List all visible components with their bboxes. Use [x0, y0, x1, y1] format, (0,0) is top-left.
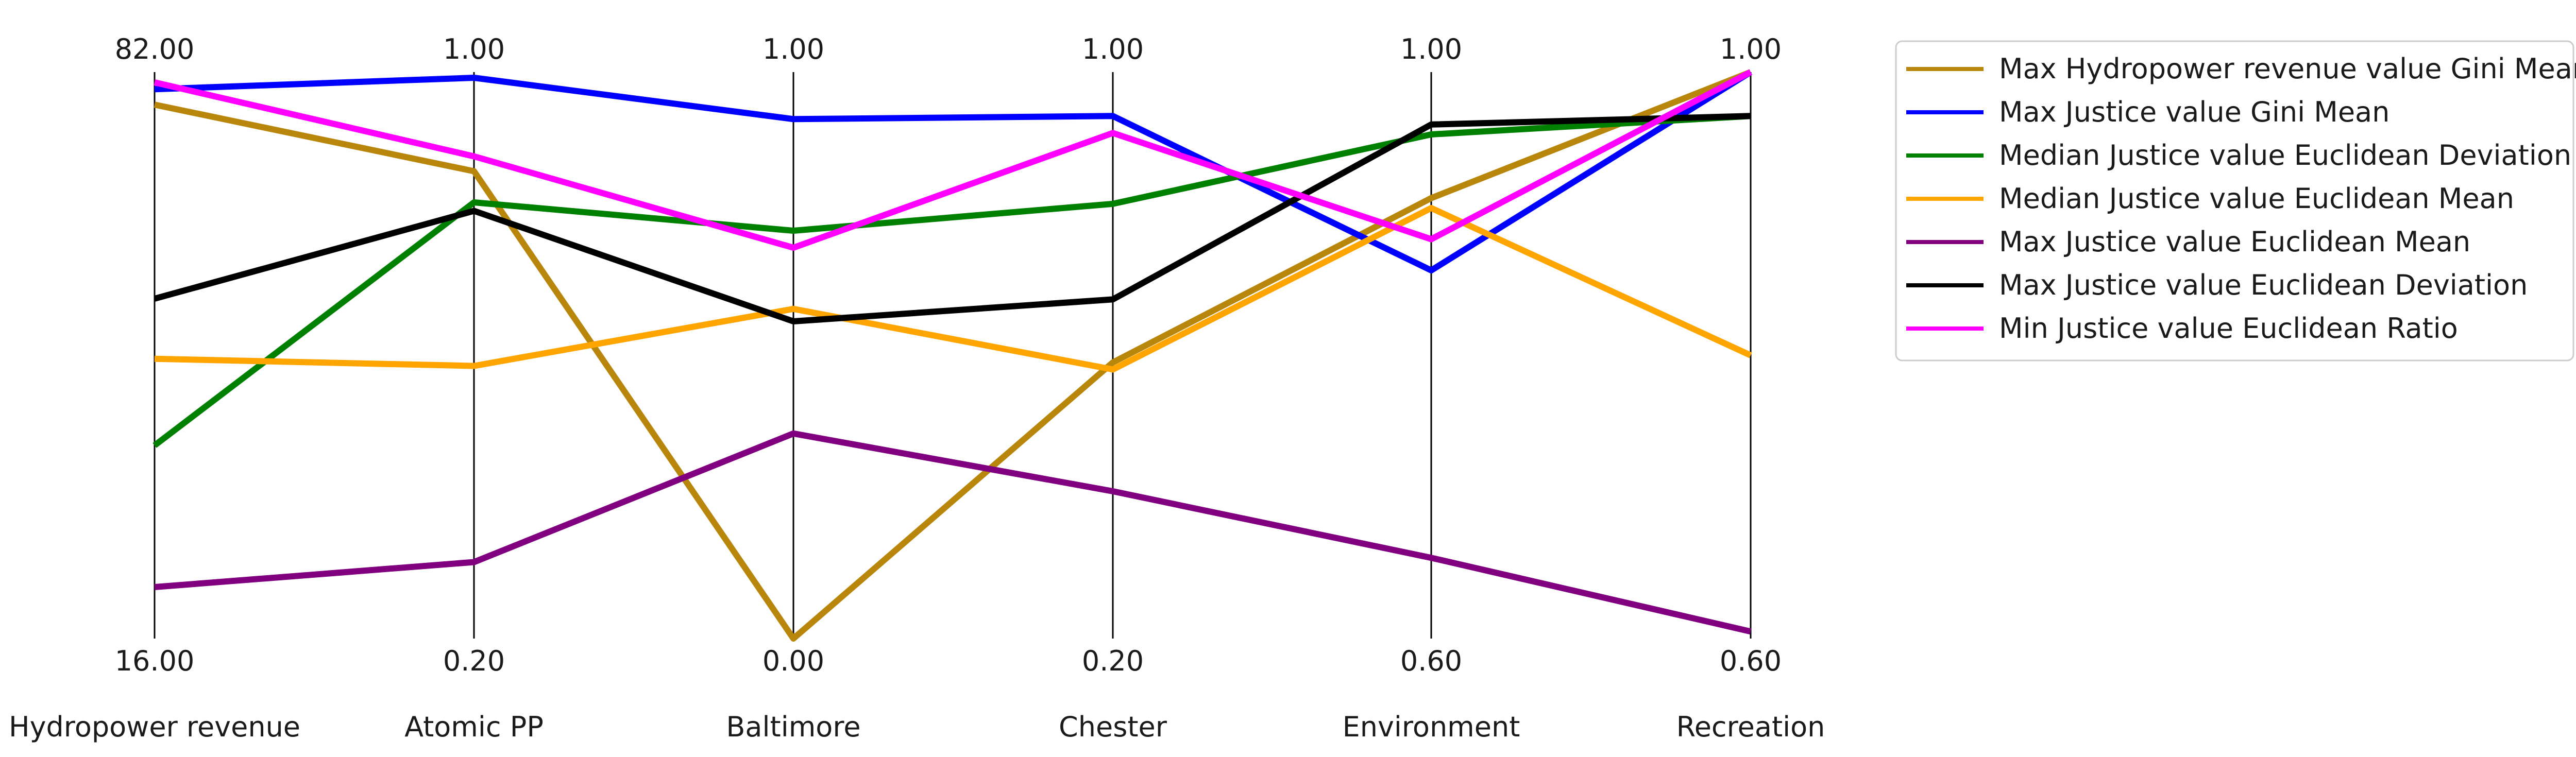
series-line-6	[154, 113, 1751, 324]
axis-bottom-label-atomic-pp: 0.20	[443, 645, 505, 677]
axis-top-label-baltimore: 1.00	[762, 33, 824, 65]
axis-top-label-environment: 1.00	[1400, 33, 1462, 65]
series-line-5	[154, 430, 1752, 635]
axis-name-recreation: Recreation	[1676, 711, 1825, 743]
series-line-7	[154, 69, 1752, 251]
legend-frame	[1895, 40, 2574, 362]
axis-name-environment: Environment	[1343, 711, 1520, 743]
axis-bottom-label-environment: 0.60	[1400, 645, 1462, 677]
axis-top-label-chester: 1.00	[1082, 33, 1144, 65]
legend-label-3: Median Justice value Euclidean Deviation	[1999, 139, 2571, 171]
legend-label-1: Max Hydropower revenue value Gini Mean	[1999, 53, 2576, 85]
legend-items: Max Hydropower revenue value Gini Mean Ma…	[1906, 53, 2576, 345]
axis-top-label-recreation: 1.00	[1720, 33, 1782, 65]
series-line-4	[154, 205, 1752, 373]
axis-name-hydropower-revenue: Hydropower revenue	[9, 711, 300, 743]
series-line-3	[152, 113, 1751, 448]
axis-name-atomic-pp: Atomic PP	[404, 711, 544, 743]
legend-label-4: Median Justice value Euclidean Mean	[1999, 182, 2514, 215]
axis-top-label-atomic-pp: 1.00	[443, 33, 505, 65]
legend-label-7: Min Justice value Euclidean Ratio	[1999, 312, 2458, 345]
series-layer	[152, 69, 1753, 642]
axis-bottom-label-hydropower-revenue: 16.00	[115, 645, 195, 677]
series-line-2	[154, 69, 1753, 273]
axis-top-label-hydropower-revenue: 82.00	[115, 33, 195, 65]
legend-label-2: Max Justice value Gini Mean	[1999, 96, 2389, 128]
legend-label-5: Max Justice value Euclidean Mean	[1999, 226, 2470, 258]
axes-layer: 82.00 16.00 Hydropower revenue 1.00 0.20 Atom…	[9, 33, 1825, 743]
axis-name-baltimore: Baltimore	[726, 711, 860, 743]
legend: Max Hydropower revenue value Gini Mean Ma…	[1895, 40, 2576, 362]
legend-label-6: Max Justice value Euclidean Deviation	[1999, 269, 2528, 301]
axis-bottom-label-baltimore: 0.00	[762, 645, 824, 677]
axis-bottom-label-recreation: 0.60	[1720, 645, 1782, 677]
axis-name-chester: Chester	[1059, 711, 1167, 743]
series-line-1	[154, 69, 1752, 642]
axis-bottom-label-chester: 0.20	[1082, 645, 1144, 677]
